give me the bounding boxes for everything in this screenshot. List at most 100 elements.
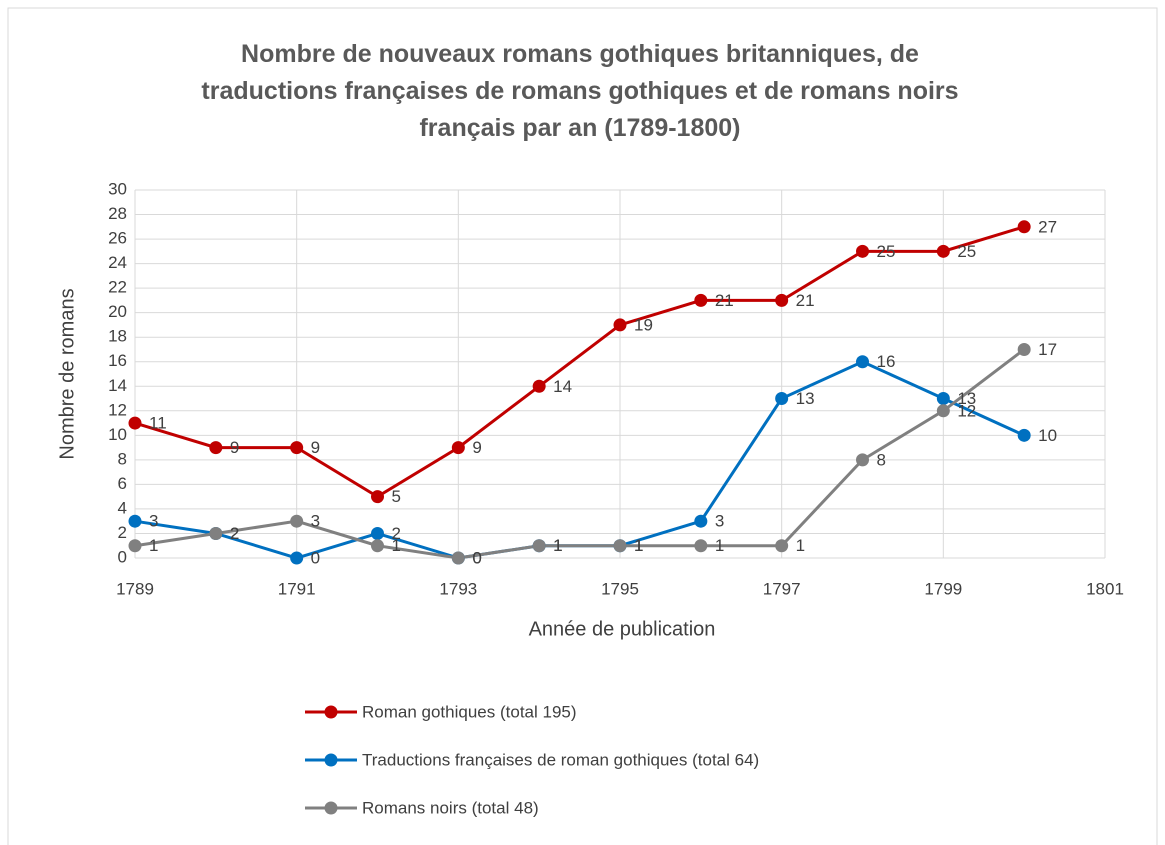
data-point — [290, 441, 304, 455]
y-tick-label: 0 — [118, 547, 127, 566]
data-point — [775, 293, 789, 307]
y-tick-label: 14 — [108, 376, 127, 395]
data-label: 9 — [311, 438, 320, 457]
x-tick-label: 1793 — [439, 579, 477, 598]
y-tick-label: 24 — [108, 253, 127, 272]
data-point — [856, 453, 869, 467]
y-tick-label: 16 — [108, 351, 127, 370]
x-axis-label: Année de publication — [529, 618, 716, 640]
data-label: 17 — [1038, 340, 1057, 359]
data-label: 1 — [634, 536, 643, 555]
data-label: 19 — [634, 315, 653, 334]
y-tick-label: 22 — [108, 278, 127, 297]
data-label: 12 — [957, 401, 976, 420]
data-label: 2 — [392, 524, 401, 543]
data-point — [1017, 220, 1031, 234]
x-tick-label: 1801 — [1086, 579, 1124, 598]
data-label: 9 — [230, 438, 239, 457]
legend-label: Roman gothiques (total 195) — [362, 702, 577, 721]
chart-title: Nombre de nouveaux romans gothiques brit… — [201, 40, 959, 142]
data-point — [532, 539, 546, 553]
data-point — [209, 441, 223, 455]
data-point — [371, 526, 384, 540]
data-label: 3 — [715, 512, 724, 531]
data-point — [532, 379, 546, 393]
data-label: 0 — [472, 548, 481, 567]
data-label: 8 — [877, 450, 886, 469]
data-label: 25 — [957, 242, 976, 261]
data-point — [936, 404, 950, 418]
legend-label: Traductions françaises de roman gothique… — [362, 750, 759, 769]
y-tick-label: 28 — [108, 204, 127, 223]
data-label: 10 — [1038, 426, 1057, 445]
y-tick-label: 26 — [108, 229, 127, 248]
data-point — [128, 539, 142, 553]
y-tick-label: 2 — [118, 523, 127, 542]
legend-marker — [324, 705, 338, 719]
data-point — [128, 514, 142, 528]
data-point — [1017, 342, 1031, 356]
data-label: 1 — [553, 536, 562, 555]
legend-marker — [324, 753, 338, 767]
y-tick-label: 6 — [118, 474, 127, 493]
data-label: 16 — [877, 352, 896, 371]
data-point — [371, 539, 384, 553]
data-label: 27 — [1038, 217, 1057, 236]
data-point — [290, 514, 304, 528]
data-label: 13 — [796, 389, 815, 408]
data-label: 1 — [392, 536, 401, 555]
data-label: 2 — [230, 524, 239, 543]
data-label: 1 — [149, 536, 158, 555]
data-label: 14 — [553, 377, 572, 396]
data-label: 3 — [149, 512, 158, 531]
data-point — [694, 293, 708, 307]
data-label: 3 — [311, 512, 320, 531]
x-tick-label: 1791 — [278, 579, 316, 598]
data-label: 1 — [634, 536, 643, 555]
data-point — [613, 539, 627, 553]
x-tick-label: 1797 — [763, 579, 801, 598]
data-point — [613, 318, 627, 332]
y-tick-label: 18 — [108, 327, 127, 346]
x-tick-label: 1789 — [116, 579, 154, 598]
data-point — [451, 441, 465, 455]
x-tick-label: 1795 — [601, 579, 639, 598]
data-label: 1 — [796, 536, 805, 555]
data-point — [1017, 428, 1031, 442]
legend-marker — [324, 801, 338, 815]
data-point — [694, 539, 708, 553]
data-label: 2 — [230, 524, 239, 543]
y-axis-label: Nombre de romans — [56, 288, 78, 459]
data-label: 25 — [877, 242, 896, 261]
data-point — [128, 416, 142, 430]
x-tick-label: 1799 — [924, 579, 962, 598]
data-point — [451, 551, 465, 565]
data-label: 5 — [392, 487, 401, 506]
series-line — [134, 225, 1025, 499]
data-point — [856, 355, 869, 369]
data-point — [775, 539, 789, 553]
y-tick-label: 10 — [108, 425, 127, 444]
data-point — [775, 392, 789, 406]
data-label: 0 — [472, 548, 481, 567]
y-tick-label: 4 — [118, 498, 127, 517]
data-point — [290, 551, 304, 565]
y-tick-label: 8 — [118, 449, 127, 468]
y-tick-label: 12 — [108, 400, 127, 419]
data-label: 13 — [957, 389, 976, 408]
data-point — [694, 514, 708, 528]
data-point — [936, 244, 950, 258]
data-label: 11 — [149, 414, 167, 433]
data-point — [856, 244, 869, 258]
data-point — [209, 526, 223, 540]
chart-border — [7, 7, 1158, 845]
legend-label: Romans noirs (total 48) — [362, 798, 539, 817]
series-line — [134, 348, 1026, 560]
data-point — [371, 490, 384, 504]
y-tick-label: 30 — [108, 179, 127, 198]
data-label: 1 — [553, 536, 562, 555]
data-label: 21 — [796, 291, 815, 310]
data-label: 21 — [715, 291, 734, 310]
